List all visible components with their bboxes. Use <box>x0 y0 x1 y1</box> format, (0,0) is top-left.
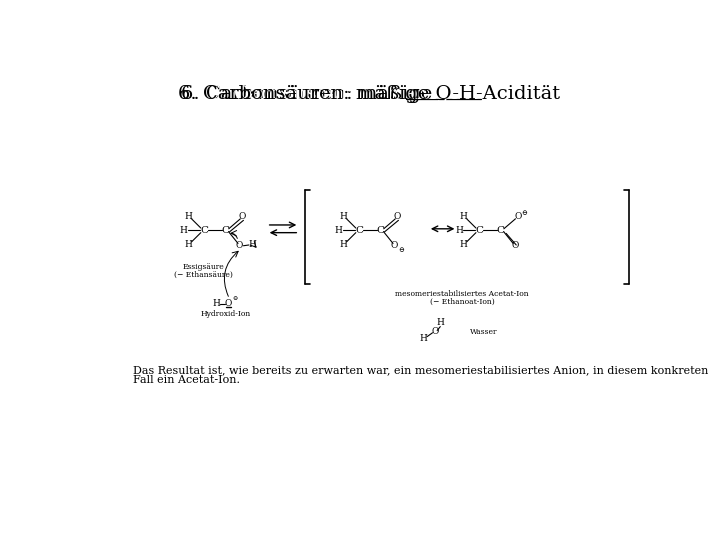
Text: H: H <box>184 240 192 249</box>
Text: H: H <box>340 240 347 249</box>
Text: ⊖: ⊖ <box>233 296 238 301</box>
Text: (− Ethansäure): (− Ethansäure) <box>174 271 233 279</box>
Text: H: H <box>455 226 463 235</box>
Text: O: O <box>514 212 521 221</box>
Text: H: H <box>340 212 347 221</box>
Text: O: O <box>511 241 518 250</box>
Text: H: H <box>459 212 467 221</box>
Text: H: H <box>436 318 444 327</box>
Text: 6. Carbonsäuren: mäßige: 6. Carbonsäuren: mäßige <box>181 85 439 103</box>
Text: O: O <box>224 299 232 308</box>
Text: 6. Carbonsäuren: mäßige O-H-Acidität: 6. Carbonsäuren: mäßige O-H-Acidität <box>181 85 564 103</box>
Text: C: C <box>377 226 384 235</box>
Text: O: O <box>239 212 246 221</box>
Text: mesomeriestabilisiertes Acetat-Ion: mesomeriestabilisiertes Acetat-Ion <box>395 291 528 298</box>
Text: ⊖: ⊖ <box>521 208 527 217</box>
Text: O: O <box>394 212 401 221</box>
Text: C: C <box>475 226 483 235</box>
Text: Hydroxid-Ion: Hydroxid-Ion <box>200 310 251 318</box>
Text: Essigsäure: Essigsäure <box>183 264 225 271</box>
Text: H: H <box>459 240 467 249</box>
Text: H: H <box>212 299 220 308</box>
Text: C: C <box>222 226 230 235</box>
Text: H: H <box>180 226 188 235</box>
Text: 6. Carbonsäuren: mäßige O-H-Acidität: 6. Carbonsäuren: mäßige O-H-Acidität <box>209 85 591 103</box>
Text: Fall ein Acetat-Ion.: Fall ein Acetat-Ion. <box>132 375 240 385</box>
Text: O: O <box>236 241 243 250</box>
Text: H: H <box>419 334 427 343</box>
Text: Das Resultat ist, wie bereits zu erwarten war, ein mesomeriestabilisiertes Anion: Das Resultat ist, wie bereits zu erwarte… <box>132 365 708 375</box>
Text: O: O <box>391 241 398 250</box>
Text: H: H <box>335 226 343 235</box>
Text: Wasser: Wasser <box>469 328 498 336</box>
Text: H: H <box>248 240 256 249</box>
Text: (− Ethanoat-Ion): (− Ethanoat-Ion) <box>430 298 495 306</box>
Text: H: H <box>184 212 192 221</box>
Text: ⊖: ⊖ <box>398 246 404 254</box>
Text: O: O <box>431 327 438 336</box>
Text: 6. Carbonsäuren: mäßige O-H-Acidität: 6. Carbonsäuren: mäßige O-H-Acidität <box>178 85 560 103</box>
Text: C: C <box>200 226 208 235</box>
Text: C: C <box>497 226 505 235</box>
Text: C: C <box>355 226 363 235</box>
